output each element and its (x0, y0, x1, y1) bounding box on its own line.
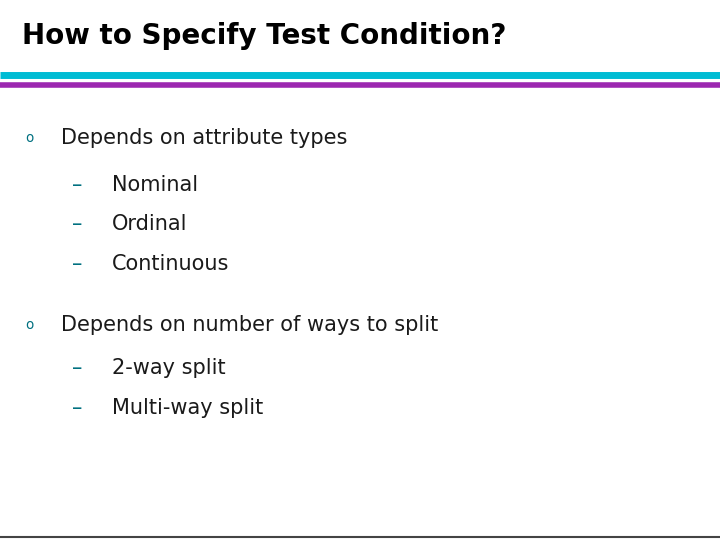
Text: Depends on number of ways to split: Depends on number of ways to split (61, 315, 438, 335)
Text: o: o (25, 131, 33, 145)
Text: –: – (72, 253, 82, 274)
Text: 2-way split: 2-way split (112, 358, 225, 379)
Text: Ordinal: Ordinal (112, 214, 187, 234)
Text: How to Specify Test Condition?: How to Specify Test Condition? (22, 22, 506, 50)
Text: –: – (72, 214, 82, 234)
Text: Depends on attribute types: Depends on attribute types (61, 127, 348, 148)
Text: Multi-way split: Multi-way split (112, 397, 263, 418)
Text: –: – (72, 174, 82, 195)
Text: –: – (72, 358, 82, 379)
Text: –: – (72, 397, 82, 418)
Text: Continuous: Continuous (112, 253, 229, 274)
Text: Nominal: Nominal (112, 174, 198, 195)
Text: o: o (25, 318, 33, 332)
